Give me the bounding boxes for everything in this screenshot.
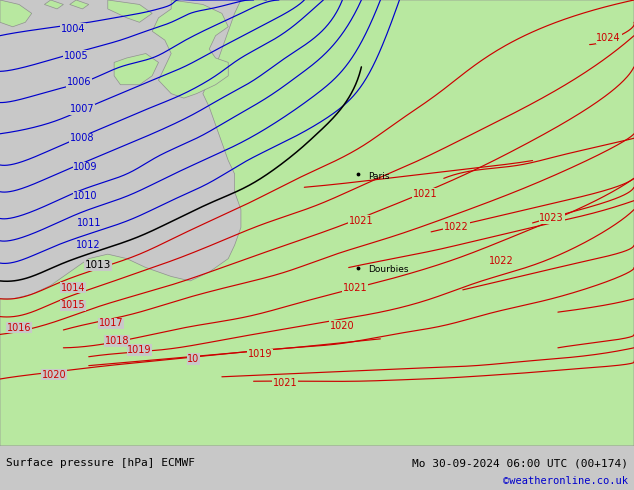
Text: Mo 30-09-2024 06:00 UTC (00+174): Mo 30-09-2024 06:00 UTC (00+174) [411, 458, 628, 468]
Text: Surface pressure [hPa] ECMWF: Surface pressure [hPa] ECMWF [6, 458, 195, 468]
Polygon shape [152, 0, 228, 98]
Text: 1008: 1008 [70, 133, 94, 143]
Text: 1023: 1023 [540, 214, 564, 223]
Text: 1012: 1012 [77, 240, 101, 250]
Text: 1015: 1015 [61, 300, 85, 311]
Text: 1005: 1005 [64, 51, 88, 61]
Polygon shape [70, 0, 89, 9]
Text: 1009: 1009 [74, 162, 98, 172]
Text: 1010: 1010 [74, 191, 98, 201]
Text: 1024: 1024 [597, 33, 621, 43]
Text: 1022: 1022 [488, 256, 514, 266]
Text: 1021: 1021 [343, 283, 367, 293]
Text: 1013: 1013 [85, 260, 112, 270]
Text: 1020: 1020 [42, 369, 66, 380]
Polygon shape [108, 0, 152, 22]
Text: Paris: Paris [368, 172, 389, 181]
Text: 1011: 1011 [77, 218, 101, 228]
Polygon shape [114, 53, 158, 85]
Text: 1004: 1004 [61, 24, 85, 34]
Text: 1007: 1007 [70, 104, 94, 114]
Text: 1021: 1021 [273, 378, 297, 389]
Text: 10: 10 [187, 354, 200, 364]
Text: 1022: 1022 [444, 222, 469, 232]
Text: 1019: 1019 [248, 349, 272, 360]
Polygon shape [0, 0, 32, 27]
Polygon shape [0, 0, 634, 446]
Text: 1014: 1014 [61, 283, 85, 293]
Text: 1018: 1018 [105, 336, 129, 346]
Text: Dourbies: Dourbies [368, 265, 408, 274]
Text: 1019: 1019 [127, 345, 152, 355]
Text: 1021: 1021 [349, 216, 373, 226]
Text: 1020: 1020 [330, 320, 354, 331]
Text: 1021: 1021 [413, 189, 437, 199]
Text: 1006: 1006 [67, 77, 91, 88]
Text: 1016: 1016 [7, 323, 31, 333]
Text: ©weatheronline.co.uk: ©weatheronline.co.uk [503, 476, 628, 487]
Text: 1017: 1017 [99, 318, 123, 328]
Polygon shape [44, 0, 63, 9]
